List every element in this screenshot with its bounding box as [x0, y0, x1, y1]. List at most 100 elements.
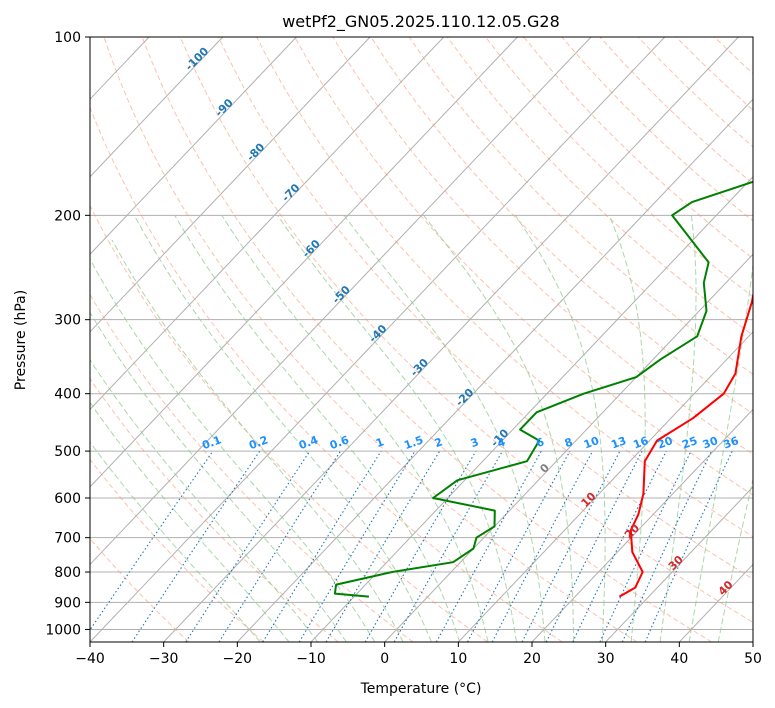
isotherm-label: -90	[213, 96, 236, 119]
y-tick-label: 300	[54, 313, 81, 329]
dry-adiabat-line	[256, 37, 753, 538]
mixing-ratio-line	[572, 450, 667, 642]
mixing-ratio-label: 2	[433, 435, 445, 450]
moist-adiabat-line	[717, 476, 753, 642]
mixing-ratio-label: 25	[680, 434, 699, 451]
mixing-ratio-label: 10	[582, 434, 601, 452]
mixing-ratio-line	[185, 450, 311, 642]
isotherm-line	[531, 408, 753, 642]
mixing-ratio-line	[467, 450, 571, 642]
moist-adiabat-line	[221, 215, 489, 642]
x-tick-label: −30	[149, 651, 179, 667]
dry-adiabat-line	[599, 37, 753, 185]
mixing-ratio-line	[90, 450, 214, 631]
moist-adiabat-label: 10	[579, 490, 599, 510]
mixing-ratio-line	[298, 450, 416, 642]
profile-lines	[333, 180, 753, 598]
dry-adiabat-line	[90, 106, 563, 642]
dry-adiabat-line	[90, 537, 190, 642]
y-tick-label: 400	[54, 387, 81, 403]
mixing-ratio-label: 36	[722, 434, 741, 452]
dry-adiabat-line	[408, 37, 753, 375]
x-axis-title: Temperature (°C)	[360, 681, 482, 697]
isotherm-line	[90, 37, 224, 178]
moist-adiabat-label: 20	[622, 521, 642, 541]
x-tick-label: 10	[449, 651, 467, 667]
mixing-ratio-label: 0.6	[328, 433, 351, 452]
moist-adiabat-line	[659, 215, 697, 642]
moist-adiabat-line	[688, 260, 753, 642]
mixing-ratio-label: 1.5	[402, 433, 425, 452]
x-tick-label: 30	[597, 651, 615, 667]
dry-adiabat-line	[179, 37, 753, 623]
chart-title: wetPf2_GN05.2025.110.12.05.G28	[282, 12, 560, 32]
isotherm-label: -50	[330, 283, 353, 306]
moist-adiabat-line	[133, 215, 432, 642]
x-tick-label: −20	[223, 651, 253, 667]
mixing-ratio-line	[218, 450, 341, 642]
axis-ticks: −40 −30 −20 −10 0 10 20 30 40 5010020030040050060…	[45, 30, 762, 667]
isotherm-line	[90, 37, 592, 566]
y-tick-label: 200	[54, 208, 81, 224]
background-grid	[90, 37, 753, 642]
mixing-ratio-label: 8	[563, 435, 575, 450]
mixing-ratio-line	[599, 450, 692, 642]
isotherm-label: -80	[244, 140, 267, 163]
mixing-ratio-line	[435, 450, 542, 642]
dry-adiabat-line	[90, 377, 339, 642]
x-tick-label: 20	[523, 651, 541, 667]
isotherm-line	[457, 331, 753, 642]
moist-adiabat-line	[514, 215, 606, 642]
isotherm-line	[605, 486, 753, 642]
dry-adiabat-line	[485, 37, 753, 298]
x-tick-label: −40	[75, 651, 105, 667]
isotherm-line	[236, 98, 753, 642]
isotherm-label: -100	[183, 45, 212, 74]
dry-adiabat-line	[90, 204, 488, 642]
isotherm-line	[163, 37, 739, 642]
moist-adiabat-label: 40	[716, 578, 736, 598]
x-tick-label: 0	[380, 651, 389, 667]
dry-adiabat-line	[752, 37, 753, 39]
moist-adiabat-line	[90, 441, 261, 642]
temperature-profile-line	[618, 290, 753, 598]
isotherm-label: -40	[366, 322, 389, 345]
isotherm-line	[90, 37, 297, 256]
y-axis-title: Pressure (hPa)	[13, 290, 29, 390]
moist-adiabat-line	[90, 401, 290, 642]
isotherm-line	[384, 253, 753, 642]
x-tick-label: 40	[670, 651, 688, 667]
mixing-ratio-line	[262, 450, 382, 642]
mixing-ratio-line	[131, 450, 261, 642]
dry-adiabat-line	[637, 37, 753, 148]
mixing-ratio-line	[644, 450, 733, 642]
dry-adiabat-line	[370, 37, 753, 415]
y-tick-label: 900	[54, 595, 81, 611]
x-tick-label: 50	[744, 651, 762, 667]
y-tick-label: 1000	[45, 622, 81, 638]
mixing-ratio-label: 3	[469, 435, 481, 450]
moist-adiabat-line	[174, 215, 461, 642]
moist-adiabat-line	[111, 239, 404, 642]
dry-adiabat-line	[90, 458, 264, 642]
y-tick-label: 500	[54, 444, 81, 460]
plot-frame	[89, 36, 754, 643]
moist-adiabat-line	[343, 215, 546, 642]
x-tick-label: −10	[296, 651, 326, 667]
y-tick-label: 800	[54, 565, 81, 581]
isotherm-line	[90, 37, 371, 333]
dry-adiabat-line	[103, 37, 638, 642]
isotherm-label: -70	[279, 181, 302, 204]
mixing-ratio-label: 0.2	[247, 433, 270, 452]
isotherm-line	[90, 37, 666, 642]
isotherm-line	[310, 176, 753, 642]
dry-adiabat-line	[90, 293, 414, 642]
mixing-ratio-label: 13	[609, 434, 628, 451]
mixing-ratio-line	[545, 450, 643, 642]
isotherm-label: -60	[300, 237, 323, 260]
y-tick-label: 600	[54, 491, 81, 507]
moist-adiabat-line	[90, 311, 347, 642]
dry-adiabat-line	[294, 37, 753, 496]
mixing-ratio-label: 1	[374, 435, 386, 450]
mixing-ratio-label: 20	[656, 434, 675, 452]
